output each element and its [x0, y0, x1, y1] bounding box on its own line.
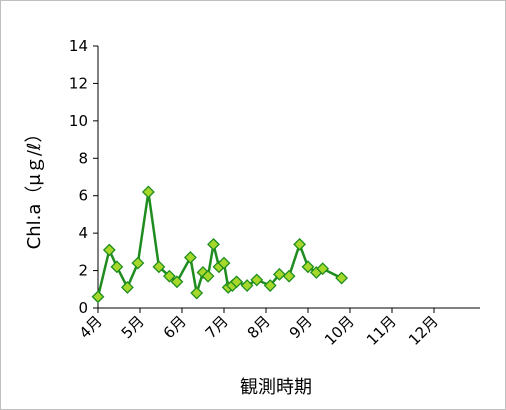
- x-tick-label: 9月: [286, 312, 316, 342]
- data-point: [110, 260, 124, 274]
- x-tick-labels: 4月 5月 6月 7月 8月 9月 10月 11月 12月: [76, 308, 442, 349]
- data-point: [201, 269, 215, 283]
- data-point: [141, 185, 155, 199]
- data-point: [316, 262, 330, 276]
- y-tick-label: 10: [69, 112, 88, 130]
- y-tick-label: 12: [69, 74, 88, 92]
- x-tick-label: 12月: [405, 312, 442, 349]
- x-tick-label: 8月: [244, 312, 274, 342]
- data-point: [273, 267, 286, 281]
- x-tick-label: 6月: [160, 312, 190, 342]
- y-tick-label: 2: [78, 262, 88, 280]
- data-point: [162, 269, 176, 283]
- data-point: [102, 243, 116, 257]
- data-point: [240, 279, 254, 292]
- x-tick-label: 7月: [202, 312, 232, 342]
- data-point: [301, 260, 315, 274]
- data-point: [190, 286, 204, 300]
- y-tick-labels: 0 2 4 6 8 10 12 14: [69, 37, 98, 317]
- y-tick-label: 6: [78, 187, 88, 205]
- data-point: [250, 273, 264, 287]
- y-axis-title: Chl.a（μｇ/ℓ）: [24, 125, 45, 250]
- data-point: [230, 275, 244, 289]
- data-point: [131, 256, 145, 270]
- data-point: [207, 237, 220, 251]
- data-point: [183, 251, 197, 264]
- x-axis-title: 観測時期: [240, 377, 312, 398]
- data-point: [217, 256, 231, 270]
- y-tick-label: 0: [78, 299, 88, 317]
- data-point: [152, 260, 166, 274]
- data-point: [120, 280, 134, 294]
- x-tick-label: 5月: [118, 312, 148, 342]
- data-point: [91, 290, 105, 304]
- x-tick-label: 10月: [321, 312, 358, 349]
- y-tick-label: 14: [69, 37, 88, 55]
- data-point: [170, 275, 184, 289]
- data-point: [263, 279, 277, 292]
- y-tick-label: 4: [78, 224, 88, 242]
- data-point: [335, 271, 349, 285]
- series-layer: [91, 185, 349, 304]
- data-point: [293, 237, 307, 251]
- data-point: [282, 269, 296, 283]
- y-tick-label: 8: [78, 149, 88, 167]
- x-tick-label: 11月: [363, 312, 400, 349]
